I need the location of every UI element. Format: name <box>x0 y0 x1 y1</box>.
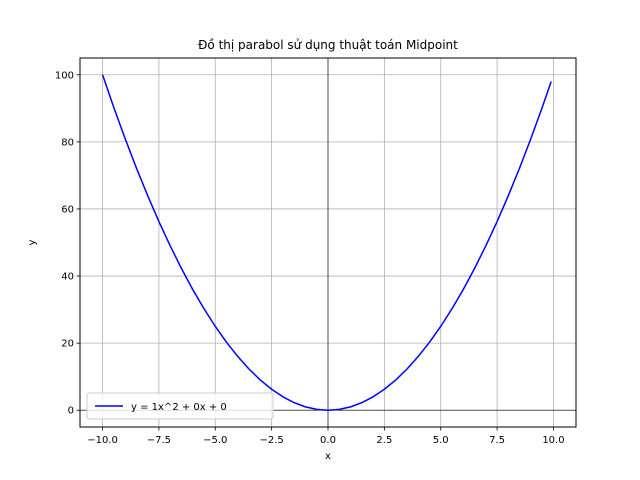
legend-box <box>86 392 274 420</box>
y-tick-label: 0 <box>68 406 74 417</box>
x-tick-label: 0.0 <box>320 435 336 446</box>
y-tick-label: 100 <box>55 70 74 81</box>
x-tick-label: 10.0 <box>542 435 564 446</box>
x-tick-label: 5.0 <box>433 435 449 446</box>
y-tick-label: 20 <box>61 339 74 350</box>
x-tick-label: 2.5 <box>376 435 392 446</box>
series-layer <box>101 74 552 411</box>
x-tick-label: −2.5 <box>259 435 283 446</box>
x-axis-label: x <box>325 451 331 462</box>
y-tick-label: 80 <box>61 137 74 148</box>
x-tick-label: −10.0 <box>87 435 118 446</box>
legend: y = 1x^2 + 0x + 0 <box>86 392 274 420</box>
x-tick-label: 7.5 <box>489 435 505 446</box>
ticks: −10.0 −7.5 −5.0 −2.5 0.0 2.5 5.0 7.5 10.0 0 20 40 60… <box>55 70 565 446</box>
x-tick-label: −5.0 <box>203 435 227 446</box>
chart-title: Đồ thị parabol sử dụng thuật toán Midpoi… <box>198 38 458 52</box>
y-axis-label: y <box>27 239 38 245</box>
y-tick-label: 40 <box>61 272 74 283</box>
series-line <box>101 74 552 411</box>
y-tick-label: 60 <box>61 204 74 215</box>
x-tick-label: −7.5 <box>147 435 171 446</box>
legend-entry-label: y = 1x^2 + 0x + 0 <box>131 402 227 413</box>
